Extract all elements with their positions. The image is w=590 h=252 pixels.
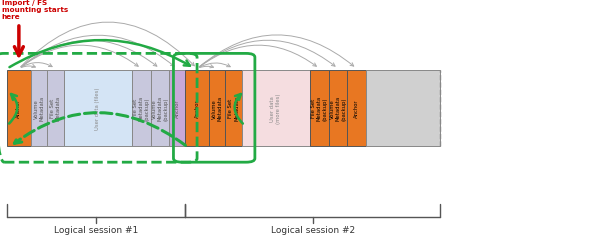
Text: User data
(more files): User data (more files) <box>270 93 281 123</box>
Bar <box>185 71 209 146</box>
Bar <box>151 71 169 146</box>
Bar <box>132 71 151 146</box>
Bar <box>366 71 440 146</box>
Bar <box>31 71 47 146</box>
Text: File Set
Metadata: File Set Metadata <box>50 96 61 121</box>
Text: Volume
Metadata
(backup): Volume Metadata (backup) <box>152 96 168 121</box>
Text: File Set
Metadata
(backup): File Set Metadata (backup) <box>311 96 328 121</box>
Bar <box>7 71 31 146</box>
Text: Anchor: Anchor <box>17 99 21 118</box>
Bar <box>209 71 225 146</box>
Text: File Set
Metadata
(backup): File Set Metadata (backup) <box>133 96 150 121</box>
Bar <box>310 71 329 146</box>
Bar <box>169 71 185 146</box>
Text: Logical session #1: Logical session #1 <box>54 226 138 235</box>
Text: Anchor: Anchor <box>354 99 359 118</box>
Text: Volume
Metadata: Volume Metadata <box>34 96 44 121</box>
Text: Volume
Metadata: Volume Metadata <box>212 96 222 121</box>
Bar <box>329 71 347 146</box>
Text: Anchor: Anchor <box>175 99 179 118</box>
Text: File Set
Metadata: File Set Metadata <box>228 96 239 121</box>
Bar <box>347 71 366 146</box>
Bar <box>47 71 64 146</box>
Bar <box>242 71 310 146</box>
Text: Import / FS
mounting starts
here: Import / FS mounting starts here <box>2 0 68 20</box>
Text: Logical session #2: Logical session #2 <box>271 226 355 235</box>
Bar <box>64 71 132 146</box>
Text: Anchor: Anchor <box>195 99 199 118</box>
Text: User data (files): User data (files) <box>95 87 100 130</box>
Text: Volume
Metadata
(backup): Volume Metadata (backup) <box>330 96 346 121</box>
Bar <box>225 71 242 146</box>
